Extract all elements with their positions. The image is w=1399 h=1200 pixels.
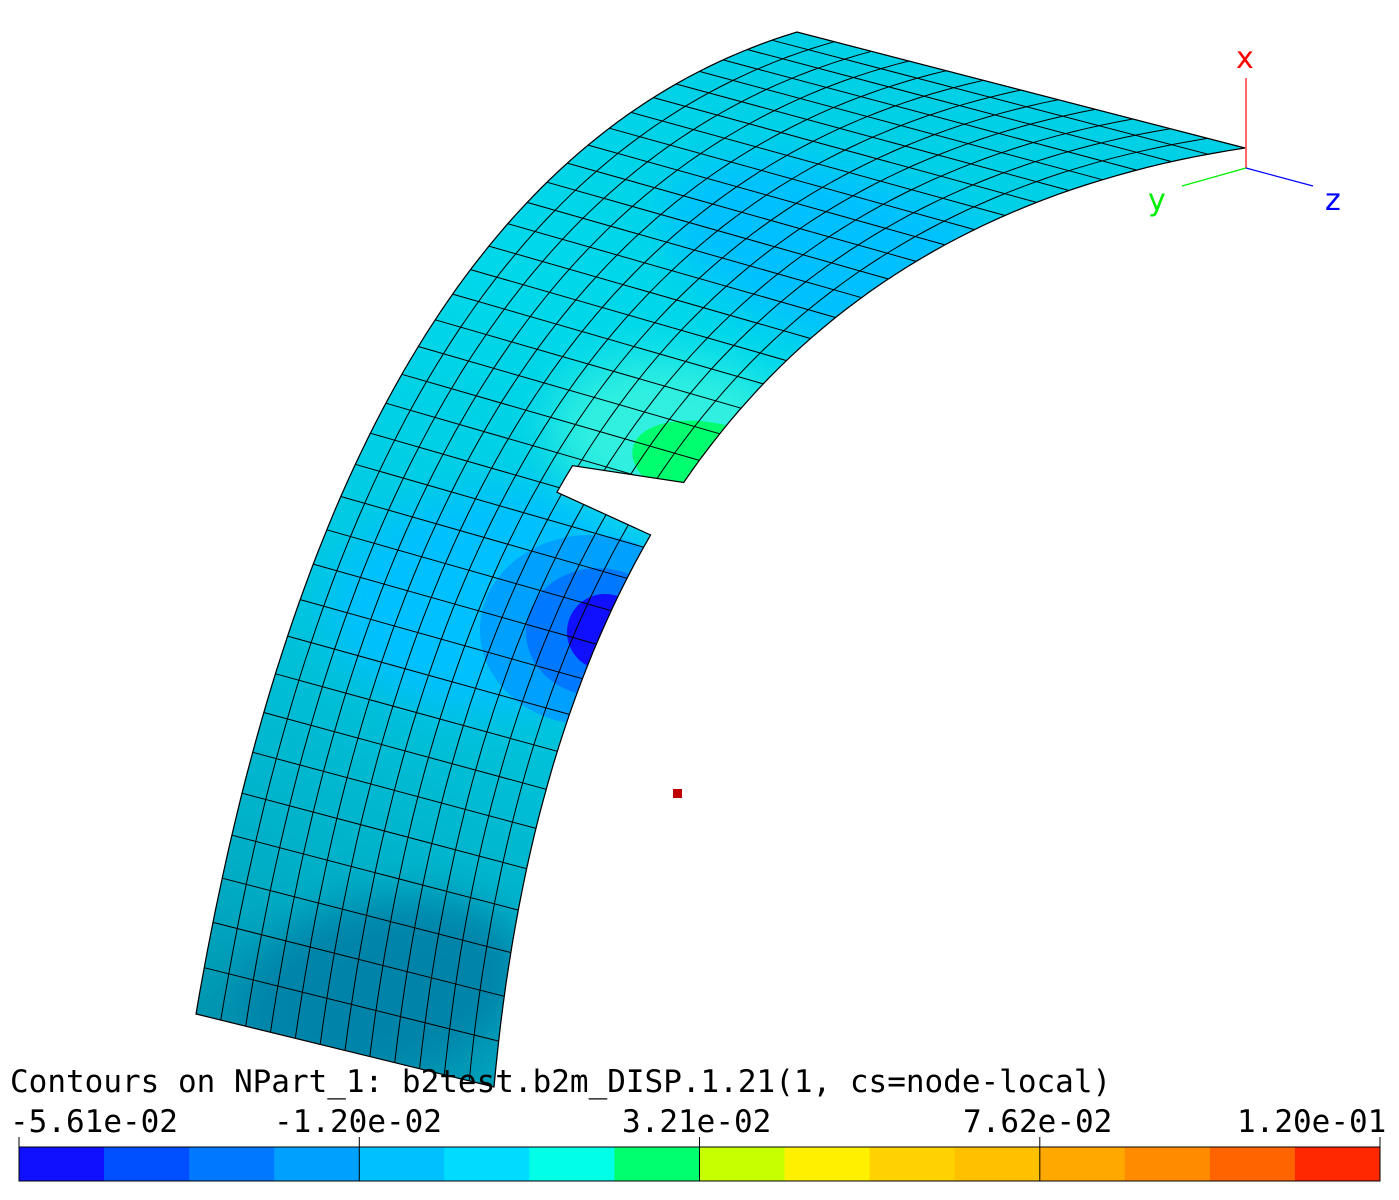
legend-swatch bbox=[699, 1147, 786, 1181]
plot-title: Contours on NPart_1: b2test.b2m_DISP.1.2… bbox=[10, 1064, 1111, 1100]
shell-outline bbox=[195, 31, 1246, 1088]
legend-label-3: 7.62e-02 bbox=[963, 1104, 1112, 1140]
legend-ticks bbox=[18, 1137, 1381, 1181]
legend-swatch bbox=[444, 1147, 530, 1181]
mesh-line-circumferential bbox=[419, 118, 1134, 1069]
legend-swatch bbox=[1039, 1147, 1126, 1181]
legend-swatch bbox=[1294, 1147, 1381, 1181]
z-axis-label: z bbox=[1325, 183, 1341, 218]
contour-orange-corner bbox=[650, 759, 686, 791]
contour-blue-core bbox=[567, 594, 643, 670]
legend-label-1: -1.20e-02 bbox=[274, 1104, 442, 1140]
mesh-line-circumferential bbox=[443, 128, 1171, 1075]
contour-green-edge bbox=[596, 674, 724, 776]
mesh-line-circumferential bbox=[394, 108, 1096, 1063]
legend-swatch bbox=[869, 1147, 956, 1181]
mesh-line-circumferential bbox=[468, 137, 1208, 1081]
shell-mesh bbox=[195, 31, 1246, 1088]
x-axis-label: x bbox=[1236, 41, 1254, 76]
mesh-line-circumferential bbox=[245, 50, 872, 1027]
legend-swatch bbox=[614, 1147, 700, 1181]
legend-swatch bbox=[784, 1147, 871, 1181]
legend-swatches bbox=[18, 1146, 1381, 1182]
mesh-grid-lines bbox=[196, 32, 1245, 1087]
z-axis-line bbox=[1245, 167, 1314, 187]
legend-swatch bbox=[1124, 1147, 1211, 1181]
mesh-line-circumferential bbox=[294, 70, 947, 1039]
contour-yellow-edge bbox=[610, 715, 700, 789]
mesh-line-circumferential bbox=[319, 79, 984, 1045]
contour-lower-dark bbox=[232, 896, 528, 1084]
legend-label-0: -5.61e-02 bbox=[10, 1104, 178, 1140]
node-marker bbox=[673, 789, 682, 798]
legend-swatch bbox=[359, 1147, 445, 1181]
legend-swatch bbox=[104, 1147, 190, 1181]
y-axis-label: y bbox=[1148, 183, 1166, 218]
mesh-line-circumferential bbox=[344, 89, 1022, 1051]
y-axis-line bbox=[1181, 167, 1247, 187]
legend-swatch bbox=[1209, 1147, 1296, 1181]
color-legend: -5.61e-02 -1.20e-02 3.21e-02 7.62e-02 1.… bbox=[10, 1104, 1386, 1182]
mesh-line-circumferential bbox=[369, 99, 1059, 1057]
mesh-line-circumferential bbox=[220, 41, 835, 1021]
axis-triad: x y z bbox=[1148, 41, 1341, 218]
legend-label-4: 1.20e-01 bbox=[1237, 1104, 1386, 1140]
legend-swatch bbox=[19, 1147, 105, 1181]
legend-swatch bbox=[189, 1147, 275, 1181]
legend-swatch bbox=[529, 1147, 615, 1181]
legend-swatch bbox=[954, 1147, 1041, 1181]
legend-label-2: 3.21e-02 bbox=[622, 1104, 771, 1140]
mesh-line-circumferential bbox=[270, 60, 910, 1033]
legend-swatch bbox=[274, 1147, 360, 1181]
